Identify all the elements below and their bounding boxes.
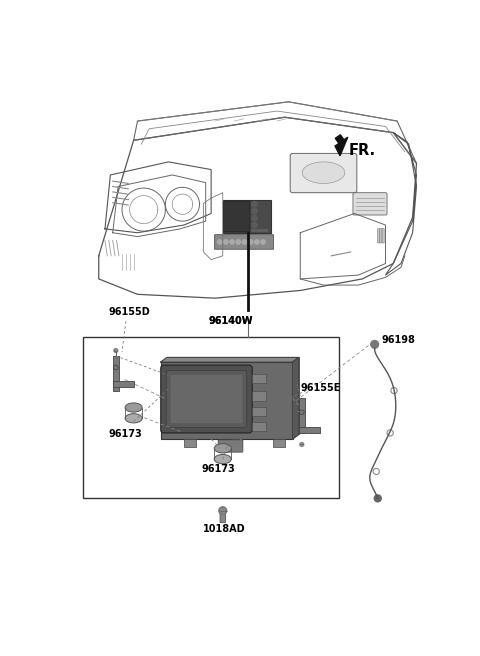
FancyBboxPatch shape xyxy=(377,229,380,243)
Circle shape xyxy=(255,240,259,244)
Bar xyxy=(299,398,305,433)
Bar xyxy=(83,337,339,499)
FancyBboxPatch shape xyxy=(220,511,226,523)
Text: 96198: 96198 xyxy=(382,335,416,345)
Text: 96140W: 96140W xyxy=(208,316,253,326)
Polygon shape xyxy=(292,358,299,439)
Circle shape xyxy=(224,240,228,244)
Ellipse shape xyxy=(125,414,142,423)
Ellipse shape xyxy=(214,455,231,464)
Circle shape xyxy=(252,201,257,207)
Circle shape xyxy=(114,348,118,352)
Circle shape xyxy=(217,240,222,244)
Circle shape xyxy=(252,209,257,214)
Text: 96173: 96173 xyxy=(202,464,236,474)
Bar xyxy=(167,358,299,434)
FancyBboxPatch shape xyxy=(290,154,357,193)
FancyBboxPatch shape xyxy=(166,371,247,428)
Bar xyxy=(252,422,266,432)
Text: 1018AD: 1018AD xyxy=(204,523,246,534)
FancyBboxPatch shape xyxy=(218,440,243,452)
FancyBboxPatch shape xyxy=(170,375,243,424)
Bar xyxy=(113,356,119,390)
Text: 96155E: 96155E xyxy=(300,383,341,393)
Text: 96155D: 96155D xyxy=(109,308,151,318)
Circle shape xyxy=(371,340,379,348)
FancyBboxPatch shape xyxy=(161,365,252,433)
Circle shape xyxy=(230,240,234,244)
Circle shape xyxy=(261,240,265,244)
Circle shape xyxy=(374,495,381,502)
FancyBboxPatch shape xyxy=(353,193,387,215)
Bar xyxy=(223,200,271,233)
Circle shape xyxy=(236,240,240,244)
Bar xyxy=(252,374,266,383)
Text: FR.: FR. xyxy=(349,144,376,158)
Bar xyxy=(184,439,196,447)
Circle shape xyxy=(242,240,247,244)
Circle shape xyxy=(220,508,225,513)
Bar xyxy=(299,427,321,433)
Ellipse shape xyxy=(214,443,231,453)
Circle shape xyxy=(300,443,304,446)
Circle shape xyxy=(252,222,257,228)
Text: 96140W: 96140W xyxy=(208,316,253,326)
Bar xyxy=(230,439,242,447)
FancyBboxPatch shape xyxy=(224,201,250,232)
Bar xyxy=(252,407,266,416)
FancyBboxPatch shape xyxy=(382,229,384,243)
Circle shape xyxy=(219,507,227,514)
Bar xyxy=(161,362,292,439)
Polygon shape xyxy=(335,134,348,155)
Bar xyxy=(252,229,268,232)
Ellipse shape xyxy=(302,162,345,184)
Ellipse shape xyxy=(125,403,142,412)
Text: 96173: 96173 xyxy=(109,429,143,439)
Circle shape xyxy=(249,240,253,244)
FancyBboxPatch shape xyxy=(215,235,274,249)
Bar xyxy=(252,392,266,401)
FancyBboxPatch shape xyxy=(380,229,382,243)
Circle shape xyxy=(252,215,257,221)
Polygon shape xyxy=(161,358,299,362)
Bar xyxy=(113,381,134,388)
Bar xyxy=(273,439,285,447)
